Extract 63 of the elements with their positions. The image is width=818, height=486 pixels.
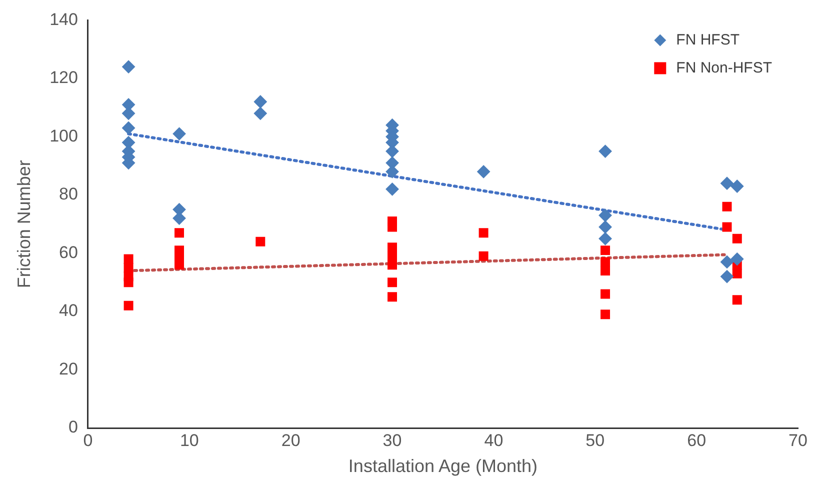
point <box>124 263 134 273</box>
point <box>720 270 734 284</box>
point <box>122 60 136 74</box>
point <box>388 260 398 270</box>
point <box>478 228 488 238</box>
point <box>722 202 732 212</box>
y-tick-label: 0 <box>68 418 78 437</box>
point <box>598 208 612 222</box>
point <box>600 246 610 256</box>
point <box>124 300 134 310</box>
point <box>600 289 610 299</box>
y-tick-label: 120 <box>50 68 78 88</box>
x-tick-label: 10 <box>180 430 199 450</box>
point <box>388 278 398 288</box>
point <box>477 165 490 178</box>
x-tick-label: 0 <box>83 430 93 450</box>
point <box>388 222 398 232</box>
x-tick-label: 20 <box>281 430 300 450</box>
point <box>598 144 612 158</box>
point <box>598 232 612 246</box>
x-tick-label: 70 <box>788 430 808 450</box>
x-tick-label: 40 <box>484 430 504 450</box>
point <box>730 252 744 266</box>
x-axis-title: Installation Age (Month) <box>348 456 538 476</box>
point <box>600 266 610 276</box>
point <box>732 234 742 244</box>
point <box>172 212 186 225</box>
point <box>732 295 742 305</box>
y-tick-label: 60 <box>59 242 78 262</box>
point <box>730 180 744 193</box>
point <box>720 176 734 190</box>
legend-label: FN HFST <box>676 31 740 48</box>
y-tick-label: 40 <box>59 301 78 320</box>
x-tick-label: 30 <box>382 430 402 450</box>
point <box>388 242 398 252</box>
point <box>172 127 186 140</box>
point <box>124 278 134 288</box>
point <box>254 106 267 120</box>
point <box>600 257 610 267</box>
point <box>388 251 398 261</box>
legend-label: FN Non-HFST <box>676 59 772 76</box>
point <box>124 254 134 264</box>
point <box>598 220 612 234</box>
point <box>732 268 742 278</box>
y-tick-label: 100 <box>50 126 78 146</box>
point <box>478 251 488 261</box>
point <box>600 310 610 320</box>
point <box>256 236 266 246</box>
point <box>122 121 136 134</box>
point <box>254 95 267 108</box>
y-axis-title: Friction Number <box>14 160 34 288</box>
point <box>386 182 399 196</box>
point <box>174 260 184 270</box>
x-tick-label: 50 <box>586 430 605 450</box>
point <box>174 228 184 238</box>
point <box>386 165 399 178</box>
point <box>722 222 732 232</box>
point <box>388 292 398 302</box>
y-tick-label: 140 <box>50 10 78 29</box>
point <box>720 255 734 268</box>
y-tick-label: 80 <box>59 184 78 204</box>
y-tick-label: 20 <box>59 359 78 378</box>
x-tick-label: 60 <box>687 430 706 450</box>
